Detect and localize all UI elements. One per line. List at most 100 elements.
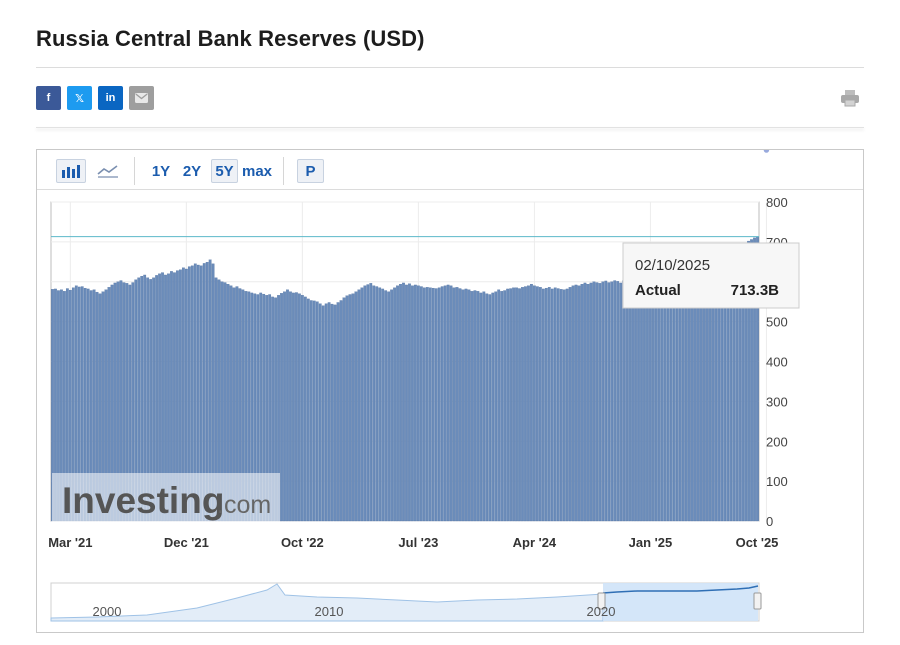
bar[interactable] <box>339 300 343 522</box>
bar[interactable] <box>643 273 646 522</box>
bar[interactable] <box>345 295 349 522</box>
bar[interactable] <box>301 295 304 522</box>
bar[interactable] <box>280 293 283 522</box>
bar[interactable] <box>631 277 634 522</box>
bar[interactable] <box>574 284 578 522</box>
bar[interactable] <box>387 291 391 522</box>
bar[interactable] <box>318 303 322 522</box>
bar[interactable] <box>303 296 307 522</box>
navigator-right-handle[interactable] <box>753 592 762 610</box>
bar[interactable] <box>321 305 325 522</box>
bar[interactable] <box>750 239 753 522</box>
bar[interactable] <box>521 287 524 522</box>
bar[interactable] <box>753 237 756 522</box>
bar[interactable] <box>592 281 596 522</box>
email-share-button[interactable] <box>129 86 154 110</box>
bar[interactable] <box>625 279 628 522</box>
bar[interactable] <box>530 283 533 522</box>
bar[interactable] <box>568 287 572 522</box>
bar[interactable] <box>372 285 376 522</box>
bar[interactable] <box>381 288 385 522</box>
bar[interactable] <box>562 289 566 522</box>
bar[interactable] <box>583 282 587 522</box>
bar[interactable] <box>595 282 599 522</box>
bar[interactable] <box>393 287 396 522</box>
bar[interactable] <box>333 304 337 522</box>
bar[interactable] <box>431 287 435 522</box>
bar[interactable] <box>452 287 456 522</box>
bar[interactable] <box>488 294 492 522</box>
facebook-share-button[interactable]: f <box>36 86 61 110</box>
range-max-button[interactable]: max <box>241 162 273 180</box>
bar[interactable] <box>414 284 417 522</box>
bar[interactable] <box>613 280 617 522</box>
bar[interactable] <box>634 276 637 522</box>
bar[interactable] <box>417 285 420 522</box>
bar[interactable] <box>360 287 364 522</box>
bar[interactable] <box>402 282 405 522</box>
bar[interactable] <box>443 285 447 522</box>
bar[interactable] <box>538 287 542 522</box>
bar[interactable] <box>610 281 614 522</box>
bar[interactable] <box>440 286 444 522</box>
bar[interactable] <box>506 288 509 522</box>
bar[interactable] <box>399 283 402 522</box>
bar[interactable] <box>544 287 548 522</box>
bar[interactable] <box>589 282 593 522</box>
bar[interactable] <box>509 288 512 522</box>
bar[interactable] <box>437 287 441 522</box>
bar[interactable] <box>464 288 468 522</box>
bar[interactable] <box>286 289 289 522</box>
bar[interactable] <box>527 285 530 522</box>
bar[interactable] <box>342 297 346 522</box>
bar[interactable] <box>467 289 471 522</box>
bar[interactable] <box>396 285 399 522</box>
bar[interactable] <box>524 286 527 522</box>
bar[interactable] <box>473 290 477 522</box>
bar[interactable] <box>315 301 319 522</box>
bar[interactable] <box>497 289 501 522</box>
bar[interactable] <box>494 291 498 522</box>
bar[interactable] <box>646 272 649 522</box>
bar[interactable] <box>449 285 453 522</box>
bar[interactable] <box>479 292 483 522</box>
navigator-left-handle[interactable] <box>597 592 606 610</box>
bar[interactable] <box>518 288 521 522</box>
bar[interactable] <box>289 291 292 522</box>
range-1y-button[interactable]: 1Y <box>151 162 171 180</box>
bar[interactable] <box>571 285 575 522</box>
bar[interactable] <box>553 287 557 522</box>
bar[interactable] <box>357 289 361 522</box>
bar[interactable] <box>390 289 393 522</box>
bar[interactable] <box>363 285 367 522</box>
line-chart-type-button[interactable] <box>93 159 123 183</box>
bar[interactable] <box>411 285 414 522</box>
bar[interactable] <box>541 288 545 522</box>
bar[interactable] <box>503 290 507 522</box>
bar[interactable] <box>384 290 388 522</box>
range-2y-button[interactable]: 2Y <box>182 162 202 180</box>
bar-chart-type-button[interactable] <box>56 159 86 183</box>
bar[interactable] <box>422 287 426 522</box>
bar[interactable] <box>306 298 310 522</box>
bar[interactable] <box>292 292 295 522</box>
linkedin-share-button[interactable]: in <box>98 86 123 110</box>
bar[interactable] <box>354 291 358 522</box>
bar[interactable] <box>747 240 750 522</box>
bar[interactable] <box>580 283 584 522</box>
bar[interactable] <box>408 283 411 522</box>
bar[interactable] <box>283 291 286 522</box>
bar[interactable] <box>312 300 316 522</box>
bar[interactable] <box>309 300 313 522</box>
bar[interactable] <box>649 271 652 522</box>
bar[interactable] <box>458 288 462 522</box>
bar[interactable] <box>434 288 438 522</box>
bar[interactable] <box>533 285 536 522</box>
bar[interactable] <box>327 302 331 522</box>
bar[interactable] <box>476 291 480 522</box>
bar[interactable] <box>461 289 465 522</box>
bar[interactable] <box>559 289 563 522</box>
bar[interactable] <box>425 287 429 522</box>
bar[interactable] <box>330 303 334 522</box>
bar[interactable] <box>515 287 518 522</box>
